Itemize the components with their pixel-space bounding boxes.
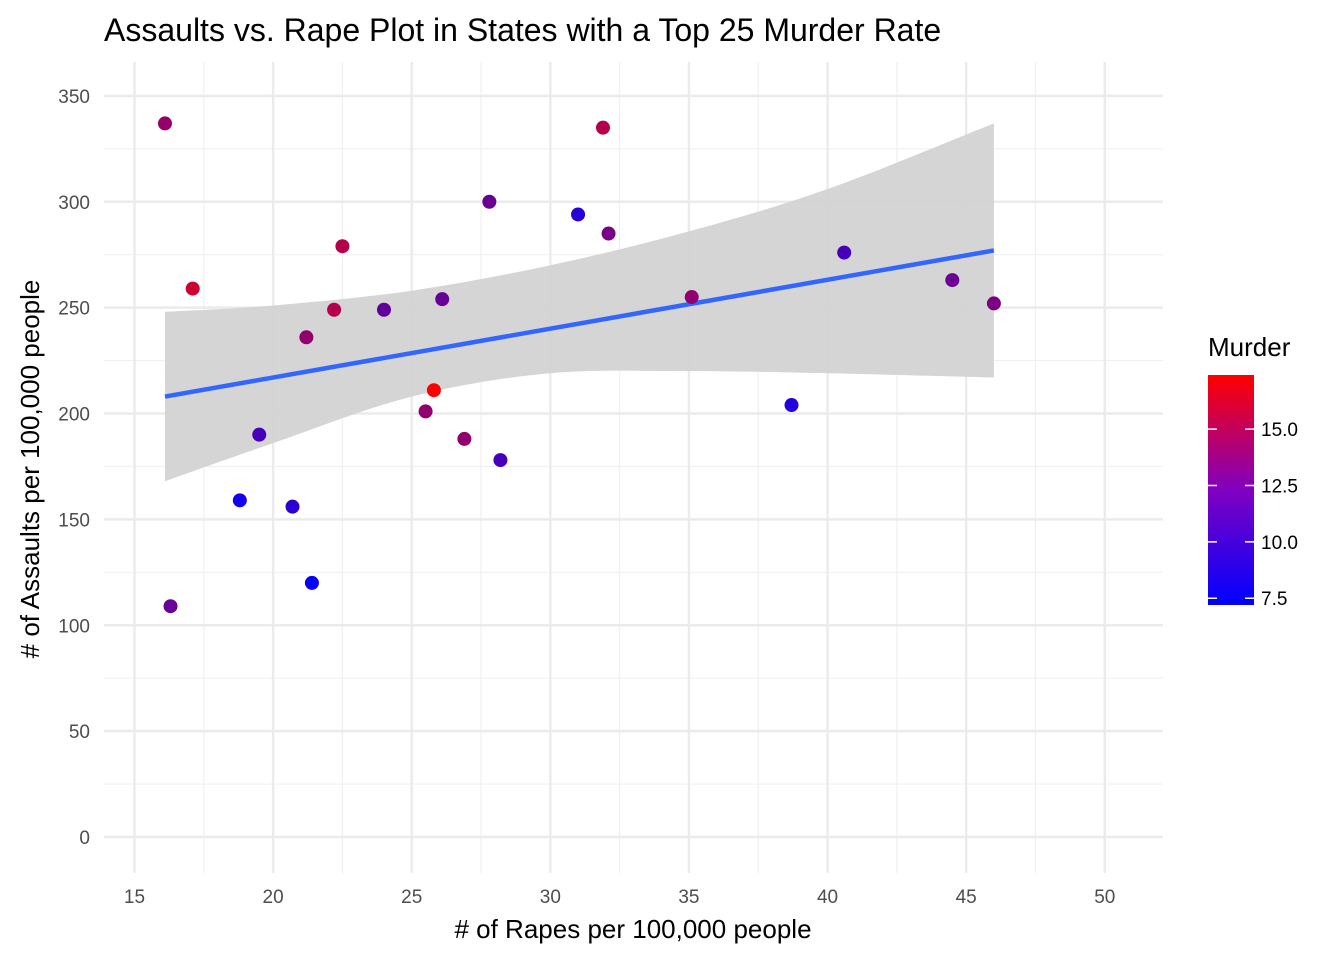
data-point [482,194,497,209]
y-axis-title: # of Assaults per 100,000 people [15,280,45,659]
legend: Murder 7.5 10.0 12.5 15.0 [1208,332,1298,610]
legend-tick-label: 12.5 [1261,476,1298,497]
data-point [493,453,508,468]
x-tick-label: 35 [678,887,699,908]
grid-lines [104,62,1163,873]
legend-colorbar [1208,375,1254,605]
data-point [335,239,350,254]
y-axis-ticks: 0 50 100 150 200 250 300 350 [58,87,90,849]
data-point [945,273,960,288]
data-point [837,245,852,260]
data-point [418,404,433,419]
chart-title: Assaults vs. Rape Plot in States with a … [104,12,941,48]
data-point [252,427,267,442]
data-point [285,499,300,514]
data-point [376,302,391,317]
y-tick-label: 300 [58,193,90,214]
x-axis-title: # of Rapes per 100,000 people [454,914,811,944]
data-point [299,330,314,345]
y-tick-label: 100 [58,616,90,637]
legend-tick-label: 15.0 [1261,420,1298,441]
legend-ticks: 7.5 10.0 12.5 15.0 [1208,420,1298,610]
y-tick-label: 350 [58,87,90,108]
data-point [327,302,342,317]
legend-title: Murder [1208,332,1291,362]
y-tick-label: 0 [79,828,90,849]
data-point [232,493,247,508]
x-tick-label: 40 [817,887,838,908]
trend-line [164,248,995,399]
x-tick-label: 50 [1094,887,1115,908]
confidence-band-layer [164,123,994,482]
y-tick-label: 250 [58,299,90,320]
y-tick-label: 200 [58,405,90,426]
data-point [163,599,178,614]
confidence-band [164,123,994,482]
x-tick-label: 30 [540,887,561,908]
data-point [684,290,699,305]
data-point [986,296,1001,311]
y-tick-label: 50 [69,722,90,743]
data-point [304,575,319,590]
data-point [157,116,172,131]
x-axis-ticks: 15 20 25 30 35 40 45 50 [124,887,1115,908]
legend-tick-label: 10.0 [1261,533,1298,554]
data-points [157,116,1001,614]
y-tick-label: 150 [58,510,90,531]
data-point [596,120,611,135]
data-point [435,292,450,307]
x-tick-label: 25 [401,887,422,908]
legend-tick-label: 7.5 [1261,589,1287,610]
data-point [784,398,799,413]
data-point [571,207,586,222]
data-point [426,383,441,398]
trend-line-layer [164,248,995,399]
data-point [185,281,200,296]
data-point [601,226,616,241]
x-tick-label: 45 [956,887,977,908]
x-tick-label: 20 [263,887,284,908]
x-tick-label: 15 [124,887,145,908]
data-point [457,431,472,446]
